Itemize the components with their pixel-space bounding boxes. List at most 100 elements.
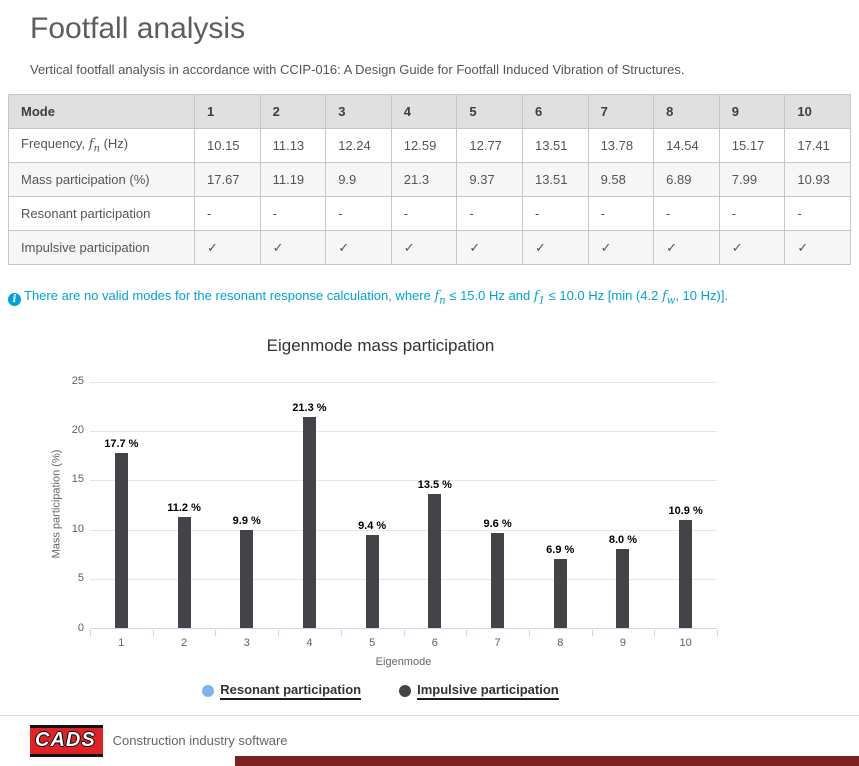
- x-axis-tick: [403, 629, 405, 636]
- table-cell: 6.89: [653, 162, 720, 197]
- bar: [177, 516, 191, 628]
- table-row-resonant: Resonant participation ----------: [8, 196, 851, 231]
- modes-table: Mode 1 2 3 4 5 6 7 8 9 10 Frequency, fn (Hz) 10.1…: [8, 94, 851, 265]
- math-subscript: 1: [538, 295, 545, 307]
- row-label-mass-participation: Mass participation (%): [8, 162, 195, 197]
- table-cell: 11.19: [259, 162, 327, 197]
- legend-marker-icon: [399, 684, 412, 697]
- bar-value-label: 10.9 %: [668, 504, 703, 517]
- x-axis-tick: [152, 629, 154, 636]
- y-tick-label: 25: [71, 374, 84, 387]
- table-row-impulsive: Impulsive participation ✓ ✓ ✓ ✓ ✓ ✓ ✓ ✓ ✓ ✓: [8, 230, 851, 265]
- footer-tagline: Construction industry software: [112, 733, 288, 749]
- table-cell: ✓: [194, 230, 261, 265]
- table-cell: -: [390, 196, 458, 231]
- x-axis-tick: [528, 629, 530, 636]
- bar-value-label: 13.5 %: [417, 479, 452, 492]
- page-subtitle: Vertical footfall analysis in accordance…: [30, 62, 685, 77]
- math-symbol: f: [88, 137, 94, 153]
- x-axis-title: Eigenmode: [375, 655, 432, 668]
- table-cell: ✓: [653, 230, 720, 265]
- table-cell: 13.51: [521, 162, 589, 197]
- mode-corner-header: Mode: [8, 94, 195, 129]
- table-cell: 9.58: [587, 162, 655, 197]
- table-cell: 17.67: [194, 162, 261, 197]
- table-cell: -: [194, 196, 261, 231]
- table-cell: -: [325, 196, 392, 231]
- table-cell: ✓: [390, 230, 458, 265]
- table-cell: 14.54: [653, 128, 720, 163]
- table-cell: 9.37: [456, 162, 523, 197]
- table-header-row: Mode 1 2 3 4 5 6 7 8 9 10: [8, 94, 851, 129]
- table-cell: ✓: [325, 230, 392, 265]
- x-tick-label: 7: [494, 636, 501, 649]
- math-symbol: f: [661, 289, 667, 304]
- gridline: [90, 480, 717, 482]
- bar: [114, 452, 128, 628]
- footer: CADS Construction industry software: [0, 716, 859, 758]
- mode-number-header: 5: [456, 94, 523, 129]
- table-cell: 10.93: [784, 162, 851, 197]
- table-cell: -: [259, 196, 327, 231]
- math-symbol: f: [533, 289, 539, 304]
- x-axis-tick: [340, 629, 342, 636]
- mode-number-header: 1: [194, 94, 261, 129]
- table-cell: ✓: [259, 230, 327, 265]
- row-label-impulsive: Impulsive participation: [8, 230, 195, 265]
- x-axis-tick: [717, 629, 718, 636]
- table-cell: 13.78: [587, 128, 655, 163]
- table-cell: 17.41: [784, 128, 851, 163]
- mode-number-header: 7: [587, 94, 655, 129]
- y-tick-label: 5: [77, 572, 84, 585]
- table-cell: ✓: [718, 230, 786, 265]
- mode-number-header: 2: [259, 94, 327, 129]
- mode-number-header: 10: [784, 94, 851, 129]
- math-subscript: n: [439, 295, 446, 307]
- legend-item-impulsive[interactable]: Impulsive participation: [399, 682, 559, 700]
- page-title: Footfall analysis: [30, 12, 246, 45]
- math-symbol: f: [434, 289, 440, 304]
- table-cell: -: [587, 196, 655, 231]
- logo-text: CADS: [35, 728, 96, 751]
- table-cell: 9.9: [325, 162, 392, 197]
- table-cell: -: [718, 196, 786, 231]
- bar: [491, 532, 505, 628]
- gridline: [90, 381, 717, 383]
- gridline: [90, 430, 717, 432]
- chart-title: Eigenmode mass participation: [266, 335, 495, 355]
- x-axis-tick: [591, 629, 593, 636]
- math-subscript: n: [93, 143, 100, 155]
- cads-logo: CADS: [30, 724, 103, 757]
- x-axis-tick: [466, 629, 468, 636]
- bar: [679, 519, 693, 628]
- legend-marker-icon: [202, 684, 215, 697]
- legend-item-resonant[interactable]: Resonant participation: [202, 682, 362, 700]
- note-text: There are no valid modes for the resonan…: [24, 288, 729, 307]
- label-text: (Hz): [99, 136, 129, 152]
- x-tick-label: 5: [369, 636, 376, 649]
- table-cell: -: [456, 196, 523, 231]
- bar: [365, 534, 379, 628]
- table-cell: -: [521, 196, 589, 231]
- x-tick-label: 1: [118, 636, 125, 649]
- table-cell: 7.99: [718, 162, 786, 197]
- footer-divider: [0, 714, 859, 716]
- bar: [302, 417, 316, 628]
- table-cell: 13.51: [521, 128, 589, 163]
- x-axis-tick: [90, 629, 91, 636]
- bottom-bar: [235, 756, 859, 766]
- x-axis-tick: [654, 629, 656, 636]
- row-label-frequency: Frequency, fn (Hz): [8, 128, 195, 163]
- table-cell: ✓: [521, 230, 589, 265]
- table-cell: -: [784, 196, 851, 231]
- gridline: [90, 579, 717, 581]
- table-cell: 15.17: [718, 128, 786, 163]
- table-cell: -: [653, 196, 720, 231]
- bar-value-label: 6.9 %: [546, 544, 575, 557]
- table-cell: 10.15: [194, 128, 261, 163]
- gridline: [90, 529, 717, 531]
- x-tick-label: 10: [679, 636, 692, 649]
- eigenmode-chart: Eigenmode mass participation Mass partic…: [8, 326, 753, 706]
- chart-legend: Resonant participation Impulsive particip…: [8, 682, 753, 700]
- mode-number-header: 4: [390, 94, 458, 129]
